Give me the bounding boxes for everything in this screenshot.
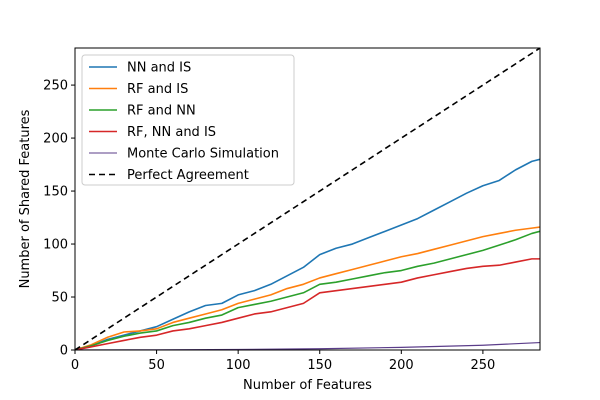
legend-label-3: RF and NN [127,104,196,119]
x-tick-label: 100 [226,358,251,373]
series-line-1 [75,158,540,350]
series-line-2 [75,226,540,350]
legend-label-5: Monte Carlo Simulation [127,147,279,162]
x-tick-label: 0 [71,358,79,373]
legend: NN and IS RF and IS RF and NN RF, NN and IS… [81,54,295,186]
y-tick-label: 200 [43,132,68,147]
plot-frame [74,47,541,351]
y-tick-label: 0 [60,344,68,359]
legend-label-1: NN and IS [127,61,191,76]
x-tick-label: 150 [307,358,332,373]
legend-label-6: Perfect Agreement [127,168,249,183]
series-line-3 [75,230,540,350]
x-tick-label: 250 [470,358,495,373]
y-tick-label: 50 [51,291,68,306]
legend-label-2: RF and IS [127,82,188,97]
y-tick-label: 150 [43,185,68,200]
series-line-4 [75,258,540,350]
legend-box [81,54,295,186]
x-tick-label: 200 [389,358,414,373]
y-tick-label: 250 [43,79,68,94]
series-line-5 [75,341,540,350]
y-axis-label: Number of Shared Features [18,109,33,288]
axes: 0 50 100 150 200 250 0 50 100 150 200 250 [43,47,541,373]
x-axis-label: Number of Features [243,378,372,393]
legend-label-4: RF, NN and IS [127,125,216,140]
y-tick-label: 100 [43,238,68,253]
x-tick-label: 50 [148,358,165,373]
series-line-6 [75,48,540,350]
